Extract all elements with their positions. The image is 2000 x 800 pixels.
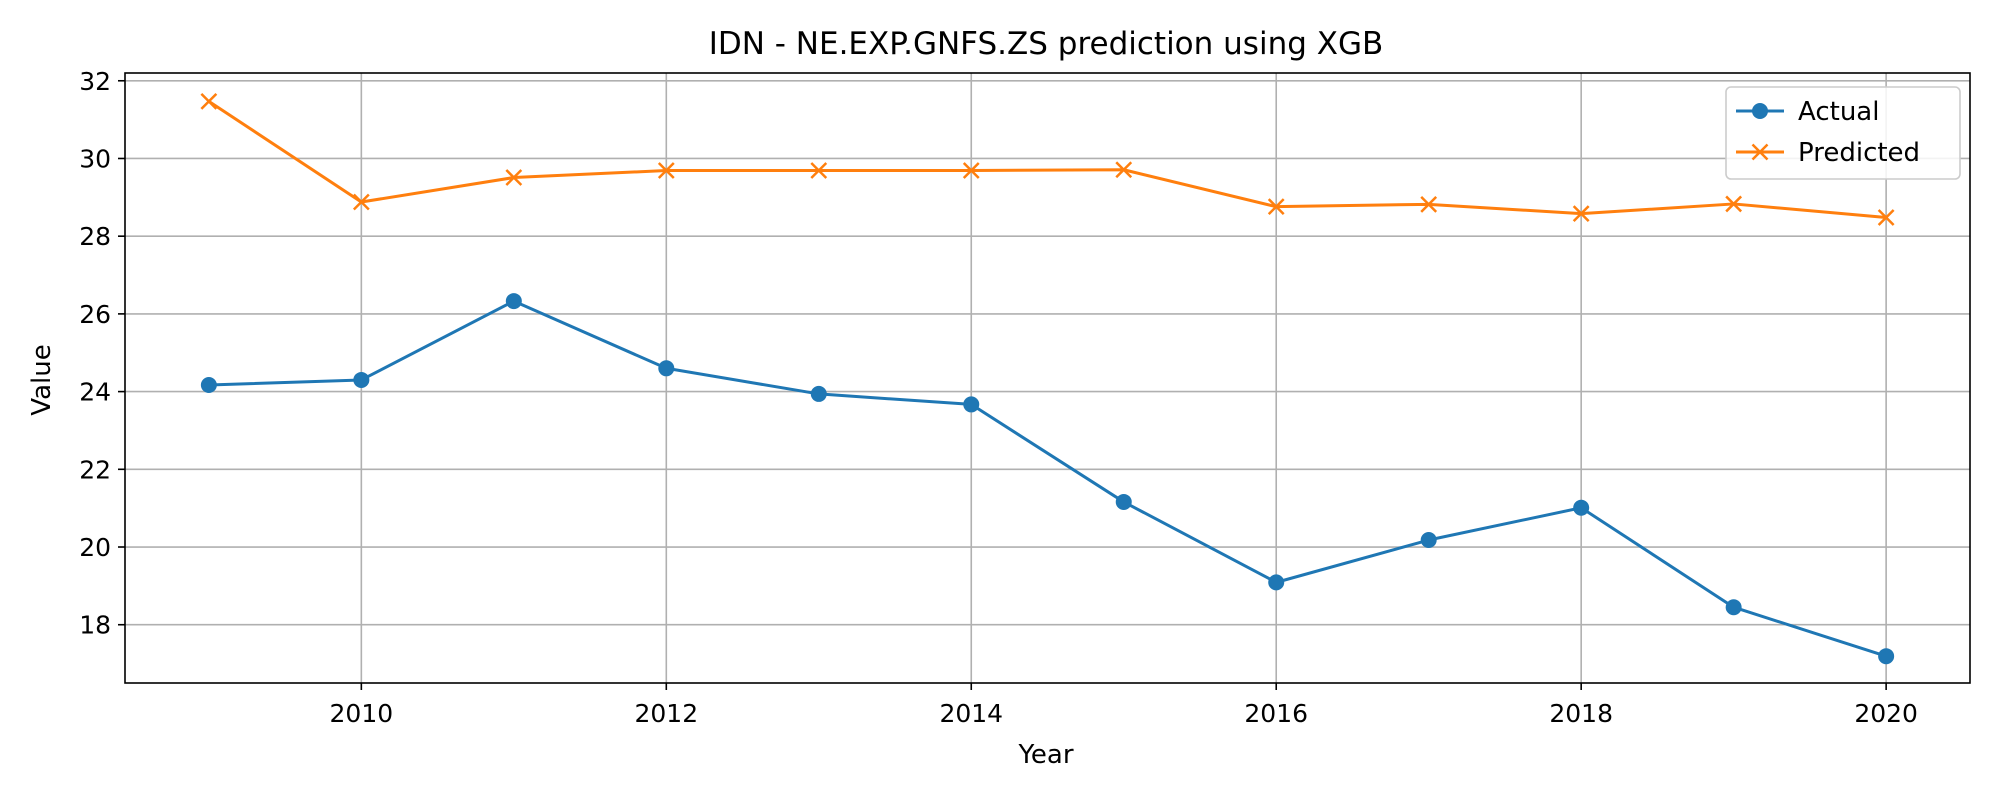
actual-point xyxy=(1878,648,1895,665)
predicted-point xyxy=(1725,195,1743,213)
actual-point xyxy=(200,376,217,393)
axis-ticks: 2010 2012 2014 2016 2018 2020 18 20 22 24 26 28 30 32 xyxy=(79,67,1918,728)
actual-point xyxy=(658,360,675,377)
x-tick-label: 2018 xyxy=(1549,699,1613,728)
y-tick-label: 20 xyxy=(79,533,111,562)
x-axis-label: Year xyxy=(1017,740,1073,770)
predicted-point xyxy=(1420,195,1438,213)
actual-point xyxy=(1420,532,1437,549)
actual-point xyxy=(810,385,827,402)
predicted-point xyxy=(810,162,828,179)
plot-frame xyxy=(124,72,1971,684)
actual-point xyxy=(1268,574,1285,591)
predicted-line xyxy=(208,100,1887,220)
legend-swatch-marker xyxy=(1751,143,1769,161)
y-axis-label: Value xyxy=(27,344,57,415)
predicted-point xyxy=(657,162,675,179)
actual-line xyxy=(208,299,1887,658)
series-actual xyxy=(200,293,1895,665)
y-tick-label: 28 xyxy=(79,222,111,251)
predicted-point xyxy=(352,193,370,211)
y-tick-label: 24 xyxy=(79,378,111,407)
series-predicted xyxy=(200,92,1895,226)
legend-item-predicted: Predicted xyxy=(1736,138,1920,168)
x-tick-label: 2014 xyxy=(939,699,1003,728)
y-tick-label: 22 xyxy=(79,455,111,484)
legend-box xyxy=(1725,86,1961,180)
actual-point xyxy=(1573,499,1590,516)
y-tick-label: 26 xyxy=(79,300,111,329)
actual-point xyxy=(1725,599,1742,616)
predicted-point xyxy=(200,92,218,110)
predicted-point xyxy=(1267,198,1285,216)
legend: Actual Predicted xyxy=(1725,86,1961,180)
actual-point xyxy=(963,396,980,413)
x-tick-label: 2016 xyxy=(1244,699,1308,728)
grid-lines xyxy=(125,73,1970,683)
y-tick-label: 18 xyxy=(79,611,111,640)
legend-label: Actual xyxy=(1798,97,1879,127)
actual-point xyxy=(353,371,370,388)
x-tick-label: 2012 xyxy=(634,699,698,728)
y-tick-label: 32 xyxy=(79,67,111,96)
legend-label: Predicted xyxy=(1798,138,1920,168)
actual-point xyxy=(505,293,522,310)
legend-item-actual: Actual xyxy=(1736,97,1879,127)
predicted-point xyxy=(1115,161,1133,179)
series-lines xyxy=(200,92,1895,665)
chart-title: IDN - NE.EXP.GNFS.ZS prediction using XG… xyxy=(709,26,1384,62)
x-tick-label: 2020 xyxy=(1854,699,1918,728)
actual-point xyxy=(1115,493,1132,510)
x-tick-label: 2010 xyxy=(330,699,394,728)
predicted-point xyxy=(962,162,980,179)
predicted-point xyxy=(505,169,523,186)
predicted-point xyxy=(1572,205,1590,223)
legend-swatch-marker xyxy=(1752,103,1768,119)
predicted-point xyxy=(1877,209,1895,226)
y-tick-label: 30 xyxy=(79,144,111,173)
